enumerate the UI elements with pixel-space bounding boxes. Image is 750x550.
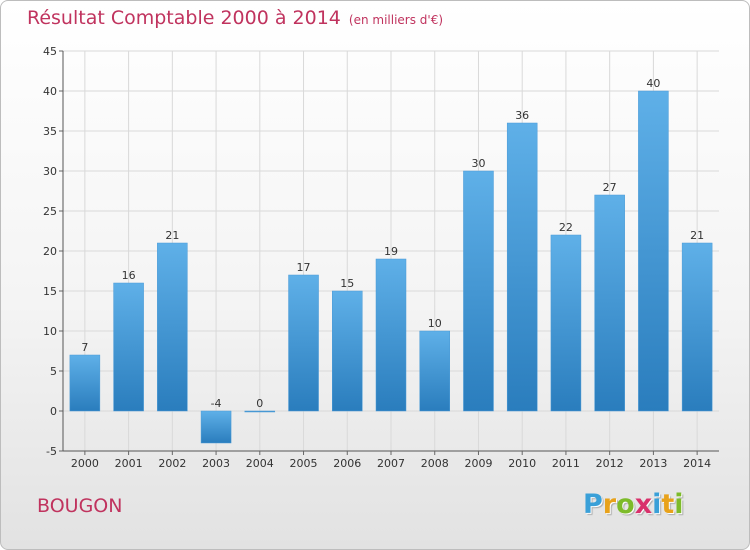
- bar: [463, 170, 494, 412]
- x-tick-label: 2013: [639, 457, 667, 470]
- bar: [594, 194, 625, 412]
- bar: [681, 242, 713, 412]
- data-label: 15: [340, 277, 354, 290]
- data-label: 36: [515, 109, 529, 122]
- y-tick-label: 20: [43, 245, 57, 258]
- x-tick-label: 2004: [246, 457, 274, 470]
- x-tick-label: 2003: [202, 457, 230, 470]
- logo-letter: t: [661, 489, 675, 520]
- x-tick-label: 2006: [333, 457, 361, 470]
- y-tick-label: 30: [43, 165, 57, 178]
- bars: [69, 90, 713, 444]
- x-tick-label: 2014: [683, 457, 711, 470]
- title-text: Résultat Comptable 2000 à 2014: [27, 7, 341, 29]
- y-tick-label: 0: [50, 405, 57, 418]
- data-label: 30: [471, 157, 485, 170]
- commune-name: BOUGON: [37, 495, 123, 517]
- proxiti-logo: Proxiti: [583, 489, 684, 520]
- x-tick-label: 2009: [464, 457, 492, 470]
- logo-letter: x: [634, 489, 653, 520]
- logo-letter: i: [652, 489, 662, 520]
- logo-letter: i: [674, 489, 684, 520]
- x-tick-label: 2000: [71, 457, 99, 470]
- y-tick-label: 10: [43, 325, 57, 338]
- bar: [157, 242, 188, 412]
- chart-title: Résultat Comptable 2000 à 2014 (en millie…: [27, 7, 443, 29]
- data-label: 10: [428, 317, 442, 330]
- title-unit: (en milliers d'€): [348, 13, 444, 27]
- y-tick-label: 25: [43, 205, 57, 218]
- bar: [113, 282, 144, 412]
- data-label: 7: [81, 341, 88, 354]
- data-label: -4: [211, 397, 222, 410]
- logo-letter: r: [602, 489, 617, 520]
- bar: [244, 410, 276, 413]
- x-tick-label: 2002: [158, 457, 186, 470]
- data-label: 19: [384, 245, 398, 258]
- data-label: 27: [603, 181, 617, 194]
- y-tick-label: 45: [43, 45, 57, 58]
- x-tick-label: 2011: [552, 457, 580, 470]
- y-tick-label: 35: [43, 125, 57, 138]
- bar: [332, 290, 363, 412]
- data-label: 22: [559, 221, 573, 234]
- x-tick-label: 2010: [508, 457, 536, 470]
- bar: [419, 330, 450, 412]
- data-label: 17: [297, 261, 311, 274]
- data-label: 0: [256, 397, 263, 410]
- x-tick-label: 2008: [421, 457, 449, 470]
- x-tick-label: 2007: [377, 457, 405, 470]
- x-tick-label: 2012: [596, 457, 624, 470]
- bar: [638, 90, 669, 412]
- data-label: 16: [122, 269, 136, 282]
- y-tick-label: -5: [46, 445, 57, 458]
- x-tick-label: 2001: [115, 457, 143, 470]
- bar: [288, 274, 319, 412]
- data-labels: 7 16 21 -4 0 17 15 19 10 30 36 22 27 40 21: [81, 77, 704, 410]
- bar: [550, 234, 582, 412]
- y-tick-label: 5: [50, 365, 57, 378]
- y-tick-label: 40: [43, 85, 57, 98]
- bar: [69, 354, 101, 412]
- data-label: 21: [690, 229, 704, 242]
- data-label: 40: [646, 77, 660, 90]
- x-tick-label: 2005: [290, 457, 318, 470]
- axes: -5 0 5 10 15 20 25 30 35 40 45 2000 2001 2002 2003 2004…: [43, 45, 719, 470]
- bar: [506, 122, 538, 412]
- logo-letter: o: [616, 489, 635, 520]
- y-tick-label: 15: [43, 285, 57, 298]
- bar: [375, 258, 407, 412]
- bar: [200, 410, 232, 444]
- data-label: 21: [165, 229, 179, 242]
- logo-letter: P: [583, 489, 603, 520]
